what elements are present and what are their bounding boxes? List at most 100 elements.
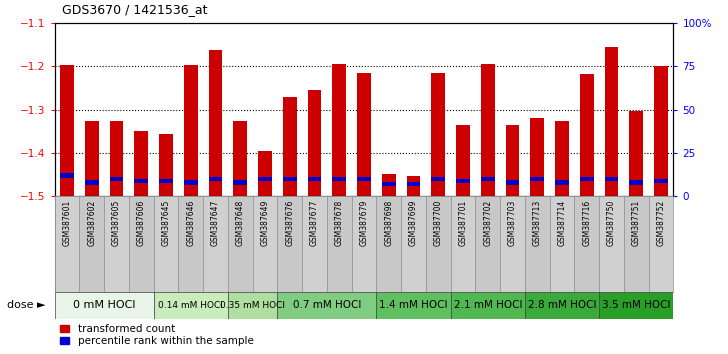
Bar (525, 292, 599, 319)
Text: dose ►: dose ► (7, 300, 46, 310)
Text: 1.4 mM HOCl: 1.4 mM HOCl (379, 300, 448, 310)
Text: 0.7 mM HOCl: 0.7 mM HOCl (293, 300, 361, 310)
Bar (85, 181, 98, 185)
Text: GSM387714: GSM387714 (558, 199, 566, 246)
Text: GSM387751: GSM387751 (632, 199, 641, 246)
Bar (352, 196, 376, 292)
Bar (506, 125, 519, 196)
Bar (333, 177, 346, 181)
Bar (376, 196, 401, 292)
Bar (382, 182, 395, 187)
Bar (283, 177, 296, 181)
Bar (605, 177, 618, 181)
Text: 0.14 mM HOCl: 0.14 mM HOCl (158, 301, 223, 310)
Bar (475, 196, 500, 292)
Bar (525, 196, 550, 292)
Bar (154, 292, 228, 319)
Bar (283, 97, 296, 196)
Bar (357, 177, 371, 181)
Bar (135, 179, 148, 183)
Bar (580, 74, 593, 196)
Bar (209, 50, 222, 196)
Bar (129, 196, 154, 292)
Text: GSM387676: GSM387676 (285, 199, 294, 246)
Bar (432, 73, 445, 196)
Bar (599, 196, 624, 292)
Bar (376, 292, 451, 319)
Bar (555, 121, 569, 196)
Bar (55, 292, 154, 319)
Text: GSM387702: GSM387702 (483, 199, 492, 246)
Text: GSM387716: GSM387716 (582, 199, 591, 246)
Text: GSM387602: GSM387602 (87, 199, 96, 246)
Bar (110, 177, 123, 181)
Bar (258, 151, 272, 196)
Bar (308, 177, 321, 181)
Bar (451, 196, 475, 292)
Text: GSM387678: GSM387678 (335, 199, 344, 246)
Bar (506, 181, 519, 185)
Text: GSM387647: GSM387647 (211, 199, 220, 246)
Text: 3.5 mM HOCl: 3.5 mM HOCl (602, 300, 670, 310)
Bar (574, 196, 599, 292)
Bar (605, 47, 618, 196)
Text: GSM387698: GSM387698 (384, 199, 393, 246)
Bar (60, 65, 74, 196)
Bar (228, 292, 277, 319)
Text: 0.35 mM HOCl: 0.35 mM HOCl (220, 301, 285, 310)
Bar (580, 177, 593, 181)
Bar (599, 292, 673, 319)
Legend: transformed count, percentile rank within the sample: transformed count, percentile rank withi… (60, 324, 253, 347)
Bar (630, 181, 643, 185)
Text: GSM387606: GSM387606 (137, 199, 146, 246)
Bar (203, 196, 228, 292)
Text: GSM387649: GSM387649 (261, 199, 269, 246)
Bar (407, 176, 420, 196)
Bar (550, 196, 574, 292)
Bar (55, 196, 79, 292)
Bar (451, 292, 525, 319)
Bar (407, 182, 420, 187)
Bar (234, 121, 247, 196)
Bar (178, 196, 203, 292)
Bar (481, 177, 494, 181)
Bar (234, 181, 247, 185)
Bar (159, 179, 173, 183)
Bar (624, 196, 649, 292)
Bar (649, 196, 673, 292)
Text: GDS3670 / 1421536_at: GDS3670 / 1421536_at (62, 3, 207, 16)
Bar (401, 196, 426, 292)
Bar (432, 177, 445, 181)
Text: GSM387700: GSM387700 (434, 199, 443, 246)
Text: GSM387645: GSM387645 (162, 199, 170, 246)
Bar (228, 196, 253, 292)
Bar (184, 65, 197, 196)
Bar (531, 177, 544, 181)
Text: GSM387750: GSM387750 (607, 199, 616, 246)
Text: GSM387677: GSM387677 (310, 199, 319, 246)
Bar (258, 177, 272, 181)
Bar (555, 181, 569, 185)
Text: GSM387646: GSM387646 (186, 199, 195, 246)
Text: 2.1 mM HOCl: 2.1 mM HOCl (454, 300, 522, 310)
Bar (654, 67, 668, 196)
Bar (277, 196, 302, 292)
Text: GSM387699: GSM387699 (409, 199, 418, 246)
Text: GSM387601: GSM387601 (63, 199, 71, 246)
Bar (135, 131, 148, 196)
Text: GSM387752: GSM387752 (657, 199, 665, 246)
Bar (110, 121, 123, 196)
Bar (209, 177, 222, 181)
Bar (154, 196, 178, 292)
Bar (531, 118, 544, 196)
Text: GSM387713: GSM387713 (533, 199, 542, 246)
Text: GSM387648: GSM387648 (236, 199, 245, 246)
Text: GSM387605: GSM387605 (112, 199, 121, 246)
Bar (308, 90, 321, 196)
Bar (79, 196, 104, 292)
Bar (60, 173, 74, 178)
Bar (159, 133, 173, 196)
Bar (104, 196, 129, 292)
Bar (277, 292, 376, 319)
Bar (500, 196, 525, 292)
